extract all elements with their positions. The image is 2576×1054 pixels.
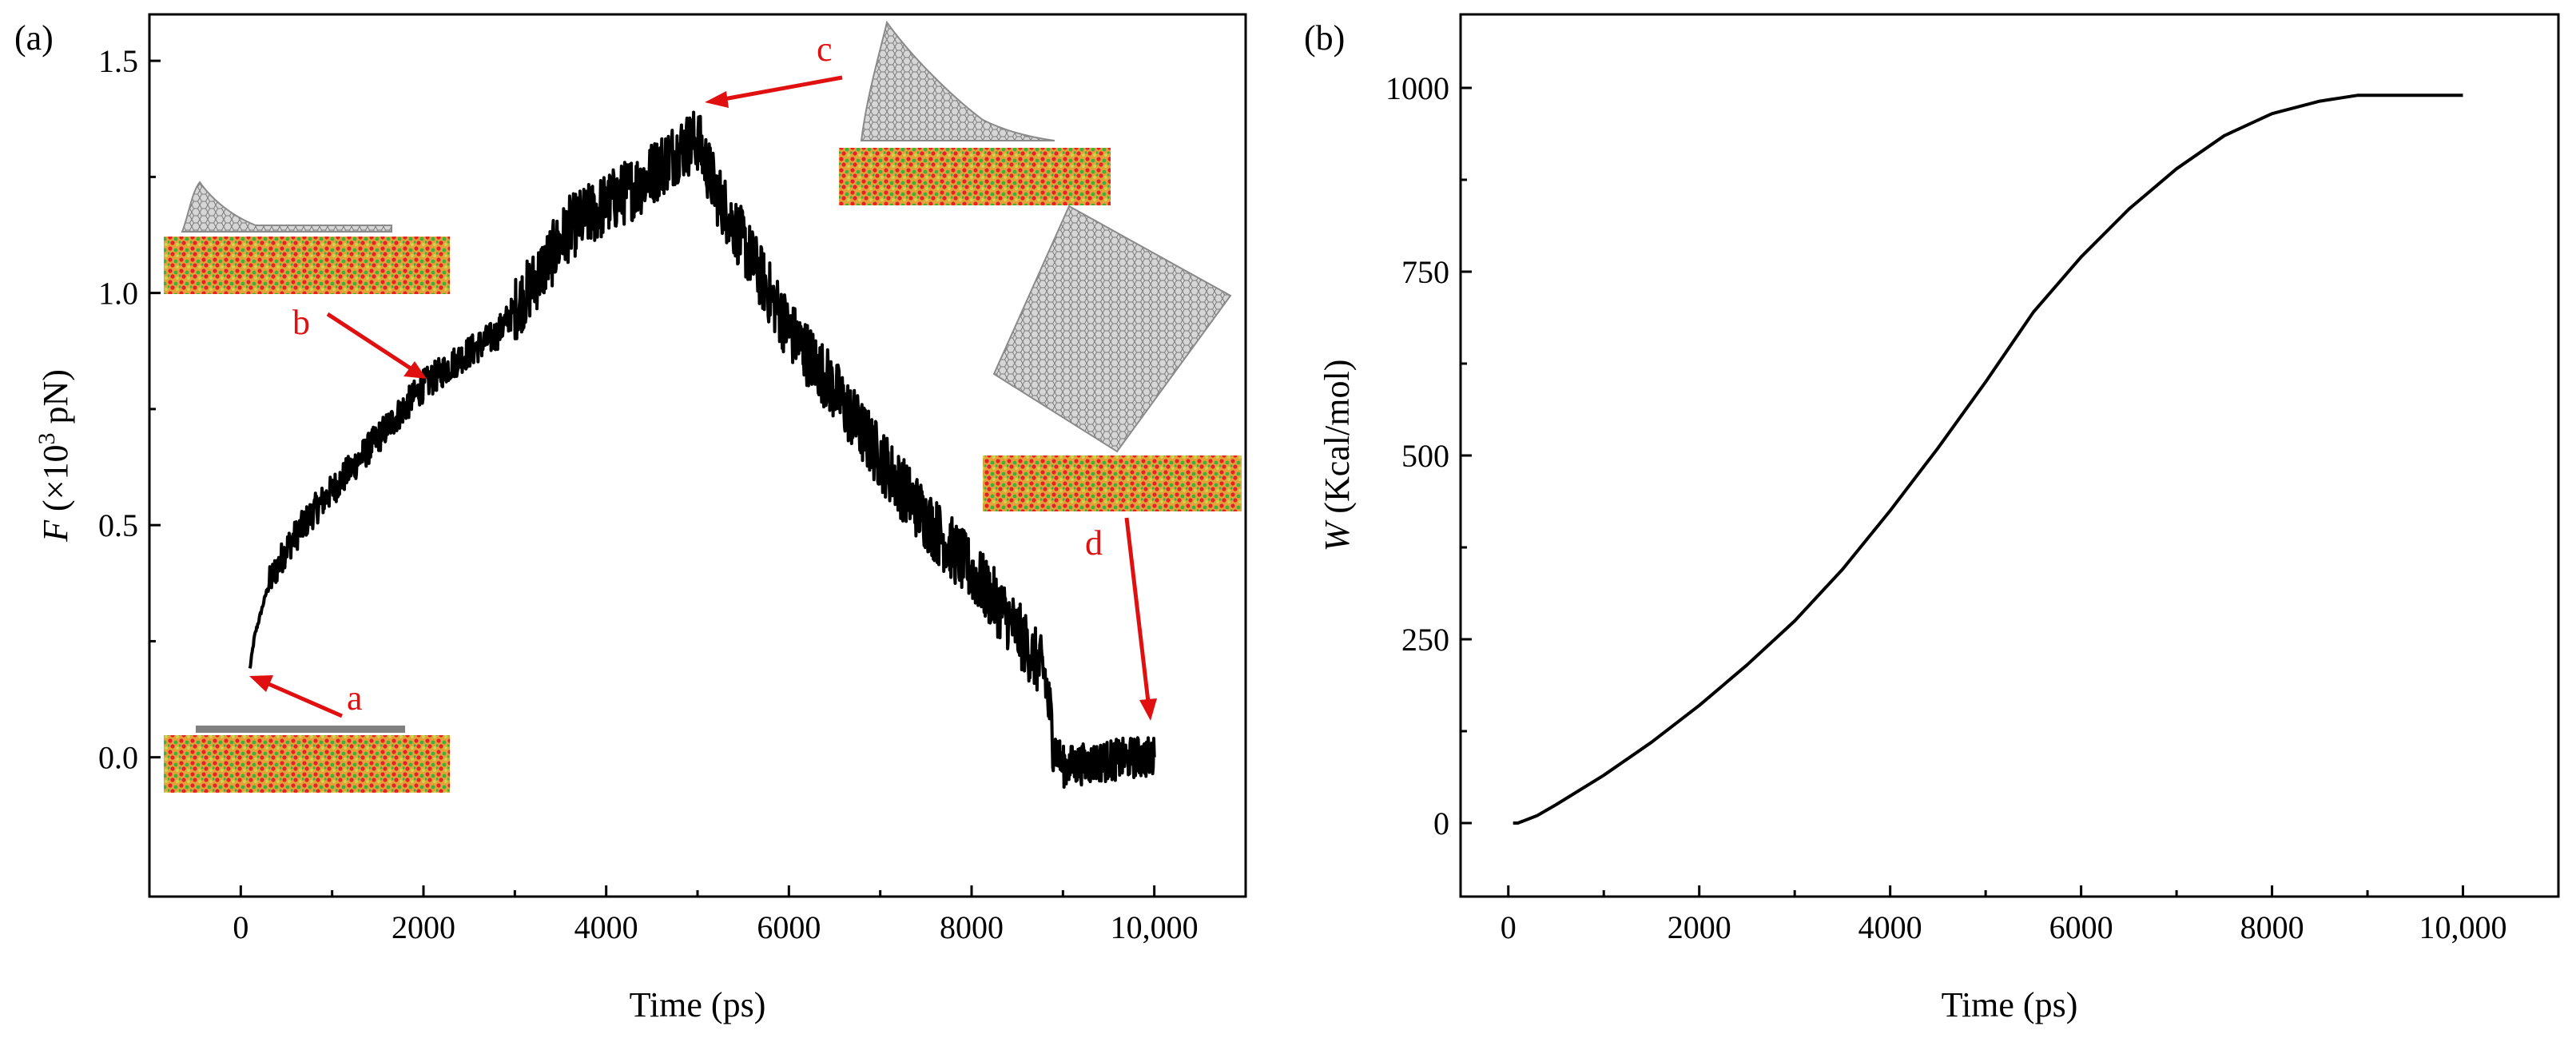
panel-label-b: (b) bbox=[1304, 18, 1345, 58]
snapshot-b-sheet bbox=[181, 181, 392, 233]
arrow-head-d bbox=[1139, 698, 1157, 721]
arrow-head-a bbox=[249, 675, 273, 692]
y-axis-suffix-b: (Kcal/mol) bbox=[1318, 360, 1357, 523]
y-tick-label-b: 0 bbox=[1433, 805, 1449, 841]
snapshot-b-surface bbox=[164, 237, 450, 294]
y-axis-var-a: F bbox=[36, 519, 75, 543]
force-series-line bbox=[248, 110, 1156, 789]
y-tick-label-b: 250 bbox=[1401, 622, 1449, 658]
y-tick-label-b: 750 bbox=[1401, 254, 1449, 290]
y-axis-prefix-a: (×10 bbox=[36, 445, 75, 520]
arrow-c bbox=[723, 75, 843, 101]
snapshot-a-sheet bbox=[196, 726, 405, 733]
arrow-head-b bbox=[403, 361, 427, 379]
panel-a: (a) 0 2000 4000 6000 8000 10,000 0.0 0.5 1.0 1.5… bbox=[14, 13, 1247, 1024]
x-tick-label-a: 8000 bbox=[940, 909, 1004, 945]
annotation-c: c bbox=[705, 30, 843, 108]
snapshot-d-illustration bbox=[983, 205, 1242, 511]
y-tick-label-a: 0.5 bbox=[98, 507, 138, 543]
x-tick-label-b: 6000 bbox=[2049, 909, 2113, 945]
x-tick-label-b: 0 bbox=[1501, 909, 1517, 945]
x-axis-ticks-a: 0 2000 4000 6000 8000 10,000 bbox=[233, 885, 1199, 945]
y-axis-ticks-a: 0.0 0.5 1.0 1.5 bbox=[98, 43, 161, 776]
x-tick-label-a: 4000 bbox=[574, 909, 638, 945]
y-axis-ticks-b: 0 250 500 750 1000 bbox=[1385, 70, 1472, 841]
x-tick-label-b: 2000 bbox=[1668, 909, 1731, 945]
x-tick-label-a: 0 bbox=[233, 909, 248, 945]
y-tick-label-a: 1.5 bbox=[98, 43, 138, 79]
x-tick-label-a: 2000 bbox=[392, 909, 455, 945]
panel-b: (b) 0 2000 4000 6000 8000 10,000 0 250 500 750 10… bbox=[1304, 13, 2560, 1024]
y-tick-label-b: 1000 bbox=[1385, 70, 1449, 106]
x-tick-label-a: 10,000 bbox=[1111, 909, 1199, 945]
x-axis-title-a: Time (ps) bbox=[630, 985, 766, 1024]
y-axis-exp-a: 3 bbox=[34, 433, 60, 445]
y-tick-label-a: 1.0 bbox=[98, 276, 138, 312]
x-tick-label-a: 6000 bbox=[757, 909, 821, 945]
y-tick-label-a: 0.0 bbox=[98, 740, 138, 776]
y-axis-suffix-a: pN) bbox=[36, 369, 75, 432]
annotation-b: b bbox=[292, 303, 427, 379]
snapshot-c-illustration bbox=[839, 20, 1111, 205]
arrow-head-c bbox=[705, 91, 729, 108]
annotation-d: d bbox=[1085, 517, 1157, 721]
panel-label-a: (a) bbox=[14, 18, 54, 58]
snapshot-c-surface bbox=[839, 148, 1111, 205]
y-axis-var-b: W bbox=[1318, 519, 1357, 551]
x-tick-label-b: 10,000 bbox=[2419, 909, 2507, 945]
y-axis-title-a: F (×103 pN) bbox=[34, 369, 75, 543]
y-tick-label-b: 500 bbox=[1401, 438, 1449, 474]
y-axis-title-b: W (Kcal/mol) bbox=[1318, 360, 1357, 552]
snapshot-d-sheet bbox=[992, 205, 1232, 453]
x-axis-ticks-b: 0 2000 4000 6000 8000 10,000 bbox=[1501, 885, 2507, 945]
snapshot-a-surface bbox=[164, 735, 450, 793]
annotation-a: a bbox=[249, 675, 363, 718]
arrow-b bbox=[326, 312, 412, 371]
annotation-label-a: a bbox=[347, 678, 363, 718]
annotation-label-d: d bbox=[1085, 523, 1103, 563]
arrow-d bbox=[1124, 517, 1151, 702]
snapshot-b-illustration bbox=[164, 181, 450, 294]
arrow-a bbox=[266, 681, 343, 718]
x-axis-title-b: Time (ps) bbox=[1942, 985, 2078, 1024]
snapshot-a-illustration bbox=[164, 726, 450, 793]
x-tick-label-b: 8000 bbox=[2240, 909, 2304, 945]
x-tick-label-b: 4000 bbox=[1858, 909, 1922, 945]
annotation-label-c: c bbox=[817, 30, 833, 69]
work-series-line bbox=[1513, 93, 2463, 825]
plot-frame-b bbox=[1459, 13, 2560, 898]
snapshot-c-sheet bbox=[860, 20, 1055, 141]
annotation-label-b: b bbox=[292, 303, 310, 342]
snapshot-d-surface bbox=[983, 455, 1242, 511]
